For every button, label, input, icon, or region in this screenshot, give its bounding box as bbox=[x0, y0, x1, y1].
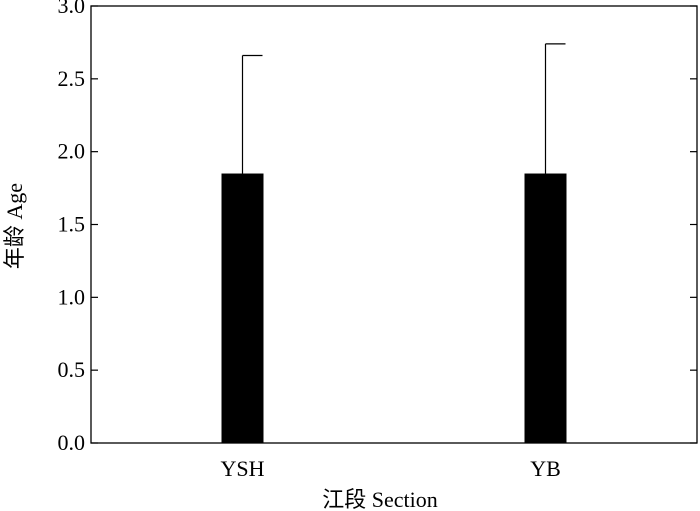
y-axis-label: 年龄 Age bbox=[2, 183, 27, 269]
y-tick-label: 3.0 bbox=[58, 0, 86, 18]
y-axis: 0.0 0.5 1.0 1.5 2.0 2.5 3.0 bbox=[58, 0, 697, 455]
bar-yb bbox=[524, 173, 567, 443]
bars bbox=[221, 173, 567, 443]
x-axis-label: 江段 Section bbox=[322, 487, 438, 511]
y-tick-label: 0.0 bbox=[58, 430, 86, 455]
bar-ysh bbox=[221, 173, 264, 443]
plot-area bbox=[90, 5, 698, 444]
plot-frame bbox=[90, 5, 698, 444]
x-axis: YSH YB bbox=[220, 436, 561, 481]
x-tick-label-ysh: YSH bbox=[220, 456, 264, 481]
y-tick-label: 2.0 bbox=[58, 139, 86, 164]
error-bars bbox=[241, 43, 566, 174]
y-tick-label: 1.0 bbox=[58, 284, 86, 309]
y-tick-label: 0.5 bbox=[58, 357, 86, 382]
y-tick-label: 1.5 bbox=[58, 212, 86, 237]
y-tick-label: 2.5 bbox=[58, 66, 86, 91]
x-tick-label-yb: YB bbox=[530, 456, 561, 481]
